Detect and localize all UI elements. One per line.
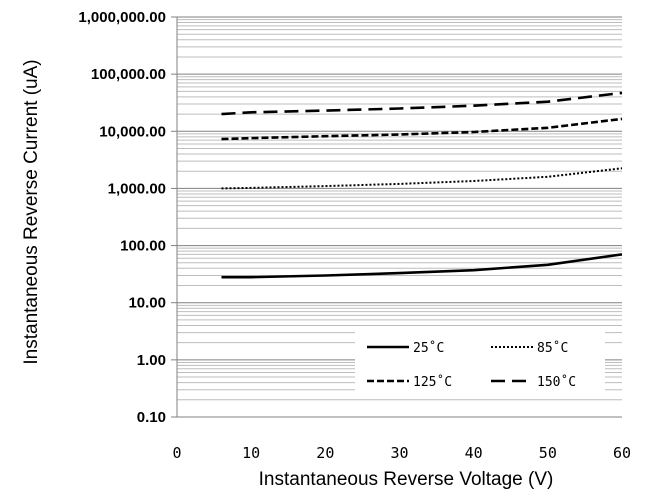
- legend-label: 125˚C: [413, 374, 452, 390]
- y-tick-label: 0.10: [137, 409, 166, 426]
- series-line: [221, 167, 623, 190]
- x-tick-label: 30: [390, 444, 408, 462]
- axes: [171, 16, 178, 418]
- legend-label: 150˚C: [537, 374, 576, 390]
- x-tick-label: 0: [172, 444, 181, 462]
- x-tick-label: 50: [539, 444, 557, 462]
- legend: 25˚C 85˚C 125˚C 150˚C: [355, 329, 605, 399]
- data-series: [221, 91, 623, 279]
- series-line: [221, 253, 623, 279]
- y-tick-label: 1.00: [137, 352, 166, 369]
- y-tick-label: 100.00: [120, 238, 166, 255]
- x-tick-label: 40: [465, 444, 483, 462]
- x-axis-title: Instantaneous Reverse Voltage (V): [259, 469, 554, 490]
- x-tick-label: 10: [242, 444, 260, 462]
- y-tick-label: 10,000.00: [99, 123, 166, 140]
- legend-box: [355, 329, 605, 399]
- y-tick-label: 10.00: [128, 295, 166, 312]
- series-line: [221, 117, 623, 141]
- y-tick-label: 100,000.00: [91, 66, 166, 83]
- y-axis-title: Instantaneous Reverse Current (uA): [21, 59, 42, 364]
- y-tick-label: 1,000.00: [108, 180, 166, 197]
- legend-label: 85˚C: [537, 340, 568, 356]
- legend-label: 25˚C: [413, 340, 444, 356]
- y-tick-label: 1,000,000.00: [78, 9, 166, 26]
- x-tick-label: 20: [316, 444, 334, 462]
- x-tick-label: 60: [613, 444, 631, 462]
- series-line: [221, 91, 623, 116]
- tick-labels: 0.10 1.00 10.00 100.00 1,000.00 10,000.00 100,…: [78, 9, 631, 462]
